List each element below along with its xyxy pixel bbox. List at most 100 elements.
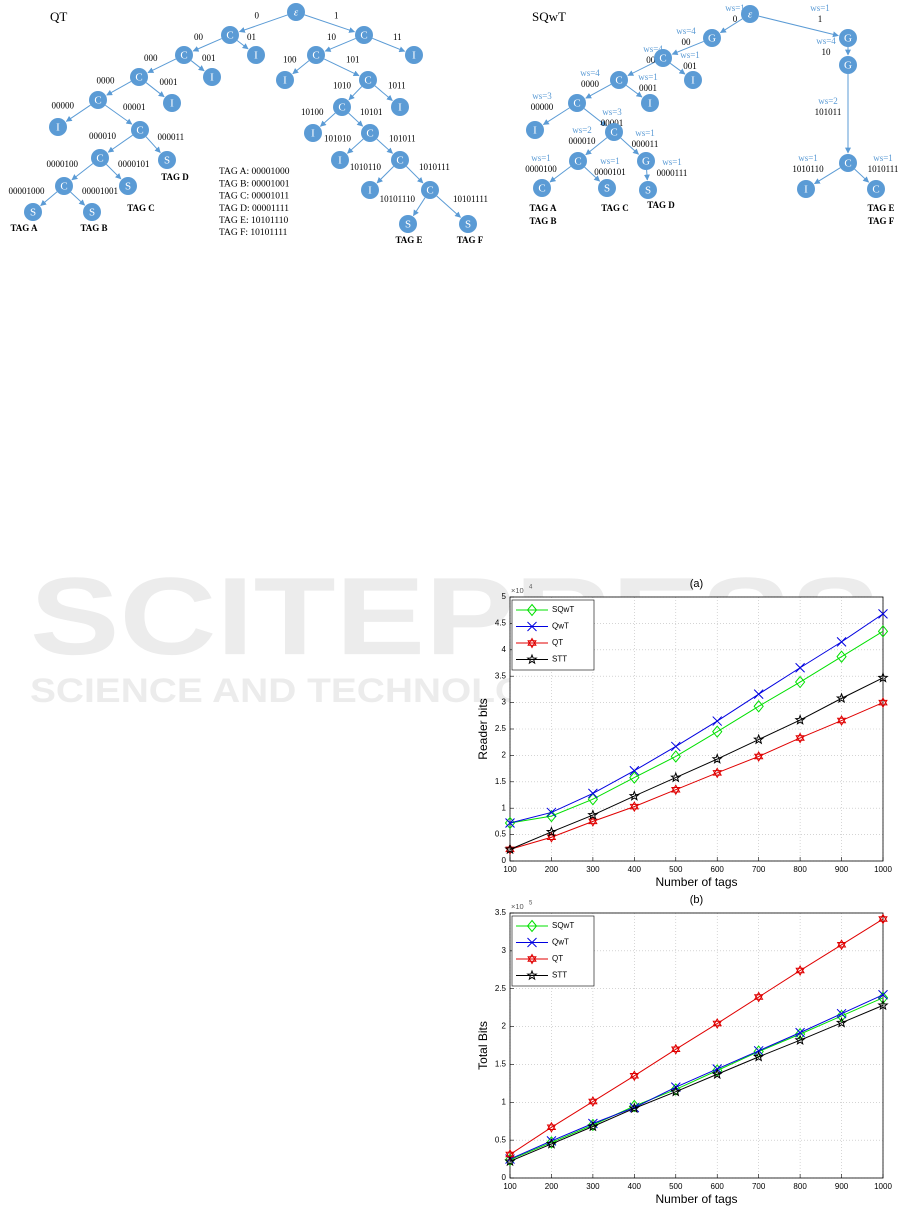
legend-label: QT — [552, 638, 563, 647]
edge-weight-label: ws=1 — [873, 153, 893, 163]
tree-edge — [236, 40, 249, 50]
tree-edge — [190, 60, 205, 72]
tree-node — [89, 91, 107, 109]
marker — [877, 625, 889, 638]
edge-label: 00 — [194, 32, 204, 42]
tree-node — [130, 68, 148, 86]
tree-edge — [70, 191, 86, 206]
edge-label: 10 — [822, 47, 832, 57]
edge-label: 0001 — [639, 83, 657, 93]
edge-label: 11 — [393, 32, 402, 42]
tree-node — [839, 154, 857, 172]
marker — [711, 753, 723, 764]
node-label: G — [844, 33, 852, 45]
edge-weight-label: ws=4 — [643, 44, 663, 54]
edge-label: 001 — [683, 61, 697, 71]
node-label: C — [364, 75, 371, 87]
marker — [526, 969, 538, 981]
marker — [587, 1120, 599, 1132]
tag-label: TAG B — [529, 216, 556, 226]
x-tick-label: 200 — [545, 1182, 559, 1191]
node-label: C — [538, 183, 545, 195]
edge-label: 1010111 — [419, 162, 450, 172]
edge-label: 000 — [144, 53, 158, 63]
y-tick-label: 4.5 — [495, 619, 507, 628]
tree-edge — [669, 62, 686, 75]
tree-node — [839, 29, 857, 47]
edge-label: 0000 — [97, 76, 116, 86]
edge-weight-label: ws=3 — [602, 107, 622, 117]
tree-edge — [549, 165, 572, 183]
tree-edge — [854, 168, 870, 183]
x-tick-label: 500 — [669, 1182, 683, 1191]
marker — [670, 771, 682, 783]
tree-node — [654, 49, 672, 67]
edge-label: 001 — [202, 53, 216, 63]
node-label: C — [135, 72, 142, 84]
edge-label: 0000100 — [525, 164, 557, 174]
tree-node — [83, 203, 101, 221]
series-line — [509, 613, 884, 824]
marker — [795, 1027, 805, 1038]
y-tick-label: 1.5 — [495, 1060, 507, 1069]
tag-label: TAG E — [395, 235, 422, 245]
edge-weight-label: ws=1 — [635, 128, 655, 138]
edge-label: 1010 — [333, 81, 352, 91]
tree-node — [203, 68, 221, 86]
marker — [836, 637, 847, 647]
tree-node — [24, 203, 42, 221]
tree-node — [221, 26, 239, 44]
tree-node — [568, 94, 586, 112]
marker — [545, 826, 558, 837]
edge-weight-label: ws=1 — [725, 3, 745, 13]
x-tick-label: 300 — [586, 1182, 600, 1191]
edge-label: 00 — [682, 37, 692, 47]
tag-label: TAG F — [457, 235, 484, 245]
marker — [588, 1096, 598, 1108]
tree-node — [605, 123, 623, 141]
node-label: S — [89, 207, 95, 219]
node-label: C — [573, 98, 580, 110]
y-tick-label: 5 — [502, 592, 507, 601]
series-line — [509, 630, 884, 824]
tree-edge — [147, 58, 177, 74]
tree-node — [361, 181, 379, 199]
tag-label: TAG D — [647, 200, 675, 210]
marker — [794, 1027, 806, 1041]
x-axis-label: Number of tags — [655, 875, 737, 889]
tree-node — [639, 181, 657, 199]
marker — [753, 750, 764, 762]
marker — [587, 809, 599, 820]
node-label: I — [691, 75, 695, 87]
tree-edge — [585, 83, 612, 99]
chart-title: (a) — [690, 578, 703, 590]
tree-edge — [584, 166, 601, 182]
marker — [836, 939, 847, 951]
node-label: S — [30, 207, 36, 219]
marker — [836, 650, 847, 663]
tree-edge — [40, 191, 58, 206]
edge-label: 01 — [247, 32, 256, 42]
y-tick-label: 2.5 — [495, 984, 507, 993]
legend-label: STT — [552, 971, 567, 980]
node-label: G — [642, 156, 650, 168]
node-label: I — [210, 72, 214, 84]
marker — [836, 715, 847, 727]
node-label: C — [610, 127, 617, 139]
tree-node — [55, 177, 73, 195]
tag-label: TAG E — [867, 203, 894, 213]
x-tick-label: 400 — [628, 865, 642, 874]
tree-edge — [238, 14, 288, 33]
legend-label: QT — [552, 954, 563, 963]
edge-weight-label: ws=1 — [662, 157, 682, 167]
y-tick-label: 3.5 — [495, 908, 507, 917]
tree-edge — [319, 112, 336, 127]
x-tick-label: 800 — [793, 865, 807, 874]
tree-edge — [585, 137, 608, 156]
node-label: C — [872, 184, 879, 196]
tree-edge — [643, 169, 650, 181]
tree-node — [610, 71, 628, 89]
marker — [878, 697, 888, 709]
tree-node — [637, 152, 655, 170]
